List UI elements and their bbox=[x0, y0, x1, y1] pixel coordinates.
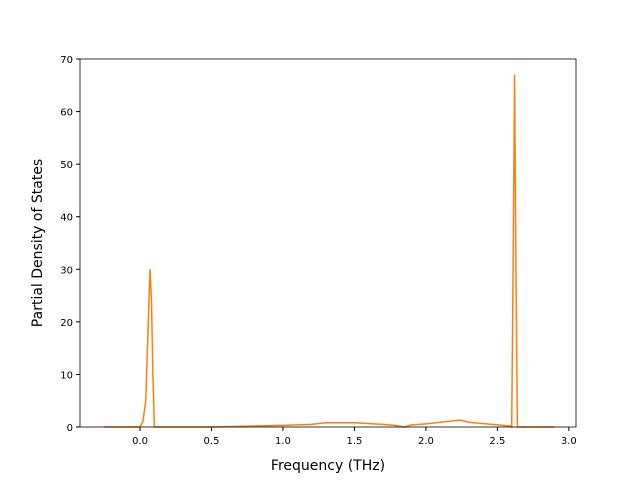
y-tick-label: 10 bbox=[60, 370, 73, 381]
x-tick-label: 2.0 bbox=[418, 436, 434, 447]
y-tick-label: 30 bbox=[60, 265, 73, 276]
x-axis-label: Frequency (THz) bbox=[271, 458, 385, 474]
axes-frame bbox=[79, 58, 577, 428]
data-line bbox=[104, 74, 555, 429]
x-tick-label: 0.5 bbox=[204, 436, 220, 447]
x-tick-label: 1.0 bbox=[275, 436, 291, 447]
y-tick-label: 20 bbox=[60, 318, 73, 329]
y-tick-label: 60 bbox=[60, 108, 73, 119]
y-tick-label: 70 bbox=[60, 55, 73, 66]
x-tick-label: 3.0 bbox=[561, 436, 577, 447]
x-tick-label: 1.5 bbox=[346, 436, 362, 447]
y-axis-label: Partial Density of States bbox=[30, 159, 46, 327]
y-tick-label: 50 bbox=[60, 160, 73, 171]
x-tick-label: 2.5 bbox=[489, 436, 505, 447]
x-tick-label: 0.0 bbox=[132, 436, 148, 447]
y-tick-label: 0 bbox=[67, 423, 73, 434]
y-tick-label: 40 bbox=[60, 213, 73, 224]
